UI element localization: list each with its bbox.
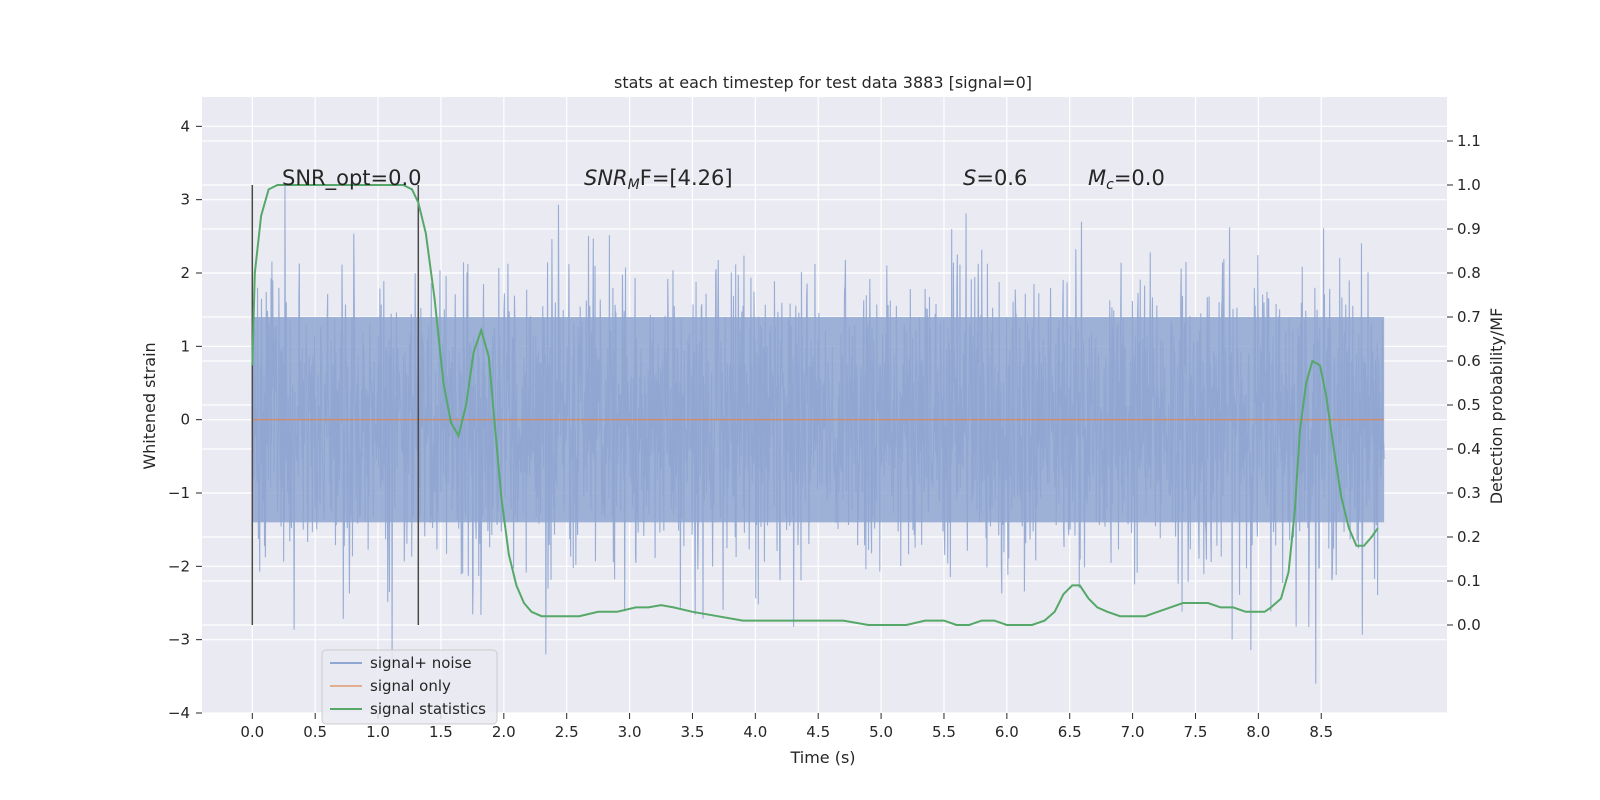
y-tick-label-right: 0.7	[1457, 308, 1481, 326]
x-tick-label: 2.0	[492, 723, 516, 741]
annotation-snr-mf-main: SNR	[584, 166, 628, 190]
x-tick-label: 8.5	[1309, 723, 1333, 741]
y-tick-label-left: 1	[180, 337, 190, 355]
legend-label-signal-statistics: signal statistics	[370, 700, 486, 718]
y-tick-label-left: 4	[180, 117, 190, 135]
series-signal-statistics	[251, 184, 1379, 626]
annotation-s: S=0.6	[963, 166, 1027, 190]
legend-box	[321, 649, 498, 725]
y-axis-label-right: Detection probability/MF	[1487, 308, 1506, 505]
x-tick-label: 7.5	[1184, 723, 1208, 741]
y-tick-label-left: 2	[180, 264, 190, 282]
y-tick-label-right: 0.3	[1457, 484, 1481, 502]
annotation-mc-sub: c	[1106, 177, 1114, 193]
chart-title: stats at each timestep for test data 388…	[614, 73, 1032, 92]
y-tick-label-left: −2	[168, 557, 190, 575]
legend-label-signal-only: signal only	[370, 677, 451, 695]
x-tick-label: 0.5	[303, 723, 327, 741]
annotation-mc-main: M	[1088, 166, 1106, 190]
y-tick-label-left: −1	[168, 484, 190, 502]
x-tick-label: 3.5	[681, 723, 705, 741]
y-tick-label-right: 0.2	[1457, 528, 1481, 546]
y-tick-label-right: 0.1	[1457, 572, 1481, 590]
vertical-markers	[251, 185, 420, 625]
x-tick-label: 0.0	[240, 723, 264, 741]
signal-statistics-line	[251, 184, 1379, 626]
x-tick-label: 6.0	[995, 723, 1019, 741]
annotation-snr-mf: SNRMF=[4.26]	[584, 166, 733, 193]
x-tick-label: 8.0	[1246, 723, 1270, 741]
y-tick-label-right: 0.6	[1457, 352, 1481, 370]
y-tick-label-left: 0	[180, 411, 190, 429]
x-tick-label: 3.0	[618, 723, 642, 741]
y-tick-label-right: 1.1	[1457, 132, 1481, 150]
x-tick-label: 2.5	[555, 723, 579, 741]
axes: 0.0 0.5 1.0 1.5 2.0 2.5 3.0 3.5 4.0 4.5 5.0 5.5 6.0 6…	[168, 117, 1481, 741]
x-tick-label: 5.5	[932, 723, 956, 741]
annotation-s-rest: =0.6	[976, 166, 1027, 190]
y-tick-label-right: 0.8	[1457, 264, 1481, 282]
y-tick-label-right: 0.4	[1457, 440, 1481, 458]
x-tick-label: 4.0	[743, 723, 767, 741]
annotation-snr-mf-sub: M	[628, 177, 640, 193]
y-tick-label-right: 0.5	[1457, 396, 1481, 414]
y-tick-label-right: 0.9	[1457, 220, 1481, 238]
x-tick-label: 5.0	[869, 723, 893, 741]
y-tick-label-left: −4	[168, 704, 190, 722]
x-tick-label: 7.0	[1121, 723, 1145, 741]
x-tick-label: 1.0	[366, 723, 390, 741]
annotation-snr-mf-rest: F=[4.26]	[640, 166, 733, 190]
legend-label-signal-plus-noise: signal+ noise	[370, 654, 472, 672]
x-tick-label: 1.5	[429, 723, 453, 741]
y-axis-label-left: Whitened strain	[140, 342, 159, 469]
annotation-mc: Mc=0.0	[1088, 166, 1165, 193]
annotation-snr-opt: SNR_opt=0.0	[282, 166, 422, 191]
y-tick-label-left: −3	[168, 631, 190, 649]
x-axis-label: Time (s)	[789, 748, 855, 767]
y-tick-label-left: 3	[180, 191, 190, 209]
x-tick-label: 6.5	[1058, 723, 1082, 741]
annotation-s-main: S	[963, 166, 976, 190]
x-tick-label: 4.5	[806, 723, 830, 741]
y-tick-label-right: 0.0	[1457, 616, 1481, 634]
annotation-mc-rest: =0.0	[1114, 166, 1165, 190]
legend: signal+ noise signal only signal statist…	[321, 649, 498, 725]
y-tick-label-right: 1.0	[1457, 176, 1481, 194]
